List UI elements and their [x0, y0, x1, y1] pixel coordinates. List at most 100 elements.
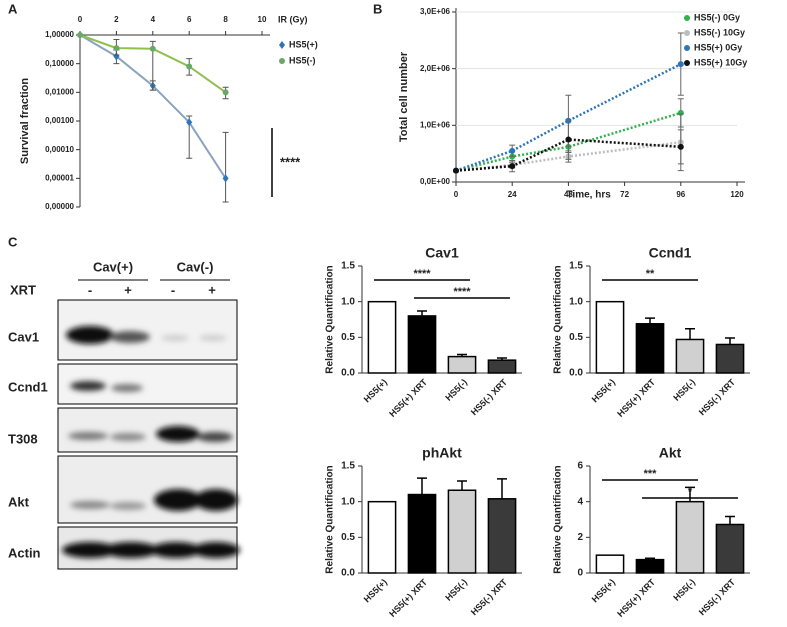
legend-label: HS5(-) 10Gy — [694, 27, 745, 37]
treatment: + — [124, 282, 132, 297]
error-bar — [457, 480, 467, 491]
annotation: * — [688, 486, 693, 498]
legend-marker — [684, 60, 690, 66]
x-tick-label: HS5(+) XRT — [615, 377, 657, 419]
x-tick-label: HS5(-) XRT — [697, 377, 738, 418]
bar — [715, 523, 745, 574]
legend-label: HS5(+) — [289, 39, 318, 49]
y-tick-label: 0,01000 — [45, 87, 74, 96]
y-tick-label: 0.5 — [341, 332, 355, 343]
legend-marker — [684, 30, 690, 36]
x-tick-label: 120 — [730, 190, 744, 199]
annotation: ** — [646, 268, 655, 280]
y-tick-label: 1.0 — [341, 296, 355, 307]
treatment: - — [171, 282, 175, 297]
bar — [715, 343, 745, 374]
blot-strip — [57, 455, 238, 524]
bar — [487, 359, 517, 374]
x-tick-label: HS5(-) XRT — [469, 377, 510, 418]
x-tick-label: HS5(-) — [443, 377, 469, 403]
y-tick-label: 0,00001 — [45, 173, 74, 182]
y-tick-label: 1.0 — [341, 496, 355, 507]
point — [149, 45, 156, 52]
row-label: Akt — [8, 494, 30, 509]
x-tick-label: HS5(+) — [590, 577, 617, 604]
y-tick-label: 2,0E+06 — [420, 64, 451, 73]
x-tick-label: HS5(+) XRT — [387, 377, 429, 419]
row-label: Actin — [8, 545, 41, 560]
group-label: Cav(+) — [93, 259, 133, 274]
point — [77, 32, 83, 38]
x-tick-label: 6 — [187, 15, 192, 24]
y-tick-label: 0.0 — [341, 368, 355, 379]
point — [186, 63, 193, 70]
point — [186, 118, 193, 127]
x-tick-label: HS5(-) XRT — [697, 577, 738, 618]
y-tick-label: 0.0 — [569, 368, 583, 379]
error-bar — [685, 328, 695, 340]
y-axis-label: Relative Quantification — [553, 265, 564, 373]
point — [509, 163, 516, 170]
group-label: Cav(-) — [177, 259, 214, 274]
y-tick-label: 0,00100 — [45, 116, 74, 125]
x-tick-label: 2 — [114, 15, 119, 24]
point — [677, 143, 684, 150]
treatment: + — [208, 282, 216, 297]
treatment: - — [88, 282, 92, 297]
bar — [635, 558, 665, 574]
y-tick-label: 0,00000 — [45, 202, 74, 211]
point — [222, 89, 229, 96]
bar — [447, 355, 477, 374]
point — [453, 167, 459, 174]
x-tick-label: 72 — [620, 190, 629, 199]
series-line — [455, 138, 681, 172]
y-axis-label: Total cell number — [398, 51, 410, 142]
y-tick-label: 0.5 — [569, 332, 583, 343]
y-tick-label: 1.0 — [569, 296, 583, 307]
treatment-label: XRT — [10, 282, 36, 297]
error-bar — [222, 131, 229, 203]
panel-label: C — [8, 234, 18, 249]
x-axis-label: IR (Gy) — [278, 14, 308, 24]
y-tick-label: 3,0E+06 — [420, 7, 451, 16]
error-bar — [417, 477, 427, 495]
y-tick-label: 0,0E+00 — [420, 177, 451, 186]
error-bar — [497, 478, 507, 499]
x-tick-label: HS5(+) XRT — [387, 577, 429, 619]
western-blot: Cav(+) Cav(-) XRT - + - + — [8, 259, 240, 570]
x-tick-label: HS5(+) — [362, 577, 389, 604]
series-line — [455, 63, 682, 172]
y-tick-label: 0 — [577, 568, 583, 579]
y-tick-label: 1.5 — [341, 461, 355, 472]
y-tick-label: 0,00010 — [45, 145, 74, 154]
y-tick-label: 0,10000 — [45, 59, 74, 68]
panel-label: A — [8, 1, 18, 16]
bar — [595, 300, 625, 374]
y-axis-label: Relative Quantification — [325, 465, 336, 573]
x-tick-label: 8 — [223, 15, 228, 24]
x-tick-label: HS5(+) XRT — [615, 577, 657, 619]
y-tick-label: 1.5 — [569, 261, 583, 272]
y-tick-label: 4 — [577, 496, 583, 507]
y-tick-label: 0.0 — [341, 568, 355, 579]
x-tick-label: 48 — [564, 190, 573, 199]
chart-title: Akt — [659, 445, 682, 461]
annotation: **** — [280, 154, 301, 169]
x-tick-label: 0 — [78, 15, 83, 24]
legend-marker — [684, 45, 690, 51]
error-bar — [645, 557, 655, 560]
x-tick-label: HS5(-) — [443, 577, 469, 603]
chart-title: phAkt — [422, 445, 462, 461]
point — [677, 61, 684, 68]
y-tick-label: 2 — [577, 532, 583, 543]
x-tick-label: HS5(+) — [590, 377, 617, 404]
error-bar — [685, 486, 695, 502]
y-axis-label: Relative Quantification — [553, 465, 564, 573]
legend-marker — [279, 58, 285, 64]
y-tick-label: 1,0E+06 — [420, 120, 451, 129]
panel-label: B — [373, 1, 382, 16]
bar — [675, 338, 705, 374]
error-bar — [497, 357, 507, 361]
bar — [367, 500, 397, 574]
